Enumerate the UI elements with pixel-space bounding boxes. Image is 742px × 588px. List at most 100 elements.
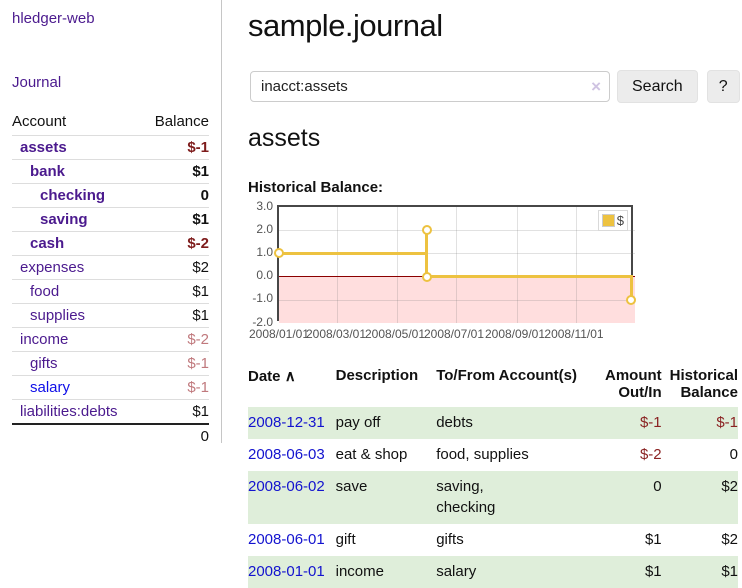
gridline [517, 207, 518, 323]
transaction-description: income [336, 556, 437, 588]
account-link-gifts[interactable]: gifts [30, 355, 58, 372]
account-link-cash[interactable]: cash [30, 235, 64, 252]
sidebar: hledger-web Journal Account Balance asse… [0, 0, 222, 443]
date-column-header[interactable]: Date ∧ [248, 363, 336, 407]
gridline [337, 207, 338, 323]
register-row[interactable]: 2008-06-01 gift gifts $1 $2 [248, 524, 738, 556]
transaction-date-link[interactable]: 2008-06-01 [248, 531, 325, 548]
search-input[interactable] [250, 71, 610, 102]
series-line [427, 275, 632, 278]
transaction-amount: 0 [605, 471, 662, 524]
account-balance: 0 [201, 187, 209, 204]
clear-search-icon[interactable]: × [591, 78, 601, 95]
app-title-link[interactable]: hledger-web [12, 10, 209, 27]
y-tick-label: 2.0 [245, 222, 273, 236]
series-line [425, 229, 428, 278]
main-content: sample.journal × Search ? assets Histori… [248, 0, 742, 582]
register-header-row: Date ∧ Description To/From Account(s) Am… [248, 363, 738, 407]
account-link-saving[interactable]: saving [40, 211, 88, 228]
account-heading: assets [248, 124, 320, 153]
transaction-date-link[interactable]: 2008-01-01 [248, 563, 325, 580]
gridline [397, 207, 398, 323]
account-link-expenses[interactable]: expenses [20, 259, 84, 276]
data-point-marker[interactable] [274, 248, 284, 258]
account-link-checking[interactable]: checking [40, 187, 105, 204]
account-balance: $-1 [187, 355, 209, 372]
transaction-description: gift [336, 524, 437, 556]
gridline [456, 207, 457, 323]
account-link-assets[interactable]: assets [20, 139, 67, 156]
legend-label: $ [617, 213, 624, 228]
transaction-balance: $2 [662, 524, 738, 556]
transaction-balance: $-1 [662, 407, 738, 439]
transaction-accounts: saving, checking [436, 471, 605, 524]
transaction-balance: 0 [662, 439, 738, 471]
transaction-date-link[interactable]: 2008-06-03 [248, 446, 325, 463]
register-table: Date ∧ Description To/From Account(s) Am… [248, 363, 738, 588]
transaction-date-link[interactable]: 2008-06-02 [248, 478, 325, 495]
account-row: bank $1 [12, 159, 209, 183]
account-balance: $1 [192, 283, 209, 300]
account-balance: $1 [192, 307, 209, 324]
transaction-description: pay off [336, 407, 437, 439]
amount-column-header: Amount Out/In [605, 363, 662, 407]
transaction-balance: $2 [662, 471, 738, 524]
legend-swatch [602, 214, 615, 227]
transaction-balance: $1 [662, 556, 738, 588]
gridline [279, 230, 635, 231]
gridline [279, 300, 635, 301]
account-link-bank[interactable]: bank [30, 163, 65, 180]
account-row: expenses $2 [12, 255, 209, 279]
transaction-date-link[interactable]: 2008-12-31 [248, 414, 325, 431]
data-point-marker[interactable] [422, 225, 432, 235]
account-balance: $-2 [187, 331, 209, 348]
accounts-table-header: Account Balance [12, 110, 209, 135]
account-link-liabilities-debts[interactable]: liabilities:debts [20, 403, 118, 420]
account-row: gifts $-1 [12, 351, 209, 375]
register-row[interactable]: 2008-06-02 save saving, checking 0 $2 [248, 471, 738, 524]
transaction-accounts: gifts [436, 524, 605, 556]
account-balance: $-2 [187, 235, 209, 252]
transaction-accounts: salary [436, 556, 605, 588]
y-tick-label: 1.0 [245, 245, 273, 259]
help-button[interactable]: ? [707, 70, 740, 103]
account-row: supplies $1 [12, 303, 209, 327]
x-tick-label: 2008/03/01 [306, 327, 366, 341]
register-row[interactable]: 2008-12-31 pay off debts $-1 $-1 [248, 407, 738, 439]
x-tick-label: 2008/05/01 [365, 327, 425, 341]
account-row: food $1 [12, 279, 209, 303]
description-column-header: Description [336, 363, 437, 407]
sort-ascending-icon: ∧ [285, 368, 296, 385]
account-row: assets $-1 [12, 135, 209, 159]
search-bar: × Search ? [250, 70, 740, 103]
data-point-marker[interactable] [626, 295, 636, 305]
x-tick-label: 2008/07/01 [424, 327, 484, 341]
account-row: cash $-2 [12, 231, 209, 255]
account-row: saving $1 [12, 207, 209, 231]
y-tick-label: 0.0 [245, 268, 273, 282]
account-link-salary[interactable]: salary [30, 379, 70, 396]
account-link-supplies[interactable]: supplies [30, 307, 85, 324]
plot-area: $ [277, 205, 633, 321]
account-balance: $1 [192, 403, 209, 420]
x-tick-label: 2008/11/01 [544, 327, 603, 341]
transaction-accounts: debts [436, 407, 605, 439]
accounts-column-header: To/From Account(s) [436, 363, 605, 407]
transaction-amount: $1 [605, 556, 662, 588]
data-point-marker[interactable] [422, 272, 432, 282]
account-link-income[interactable]: income [20, 331, 68, 348]
sidebar-item-journal[interactable]: Journal [12, 74, 209, 91]
account-balance: $1 [192, 211, 209, 228]
y-tick-label: -1.0 [245, 291, 273, 305]
series-line [279, 252, 428, 255]
account-balance: $1 [192, 163, 209, 180]
x-tick-label: 2008/01/01 [249, 327, 309, 341]
register-row[interactable]: 2008-06-03 eat & shop food, supplies $-2… [248, 439, 738, 471]
register-row[interactable]: 2008-01-01 income salary $1 $1 [248, 556, 738, 588]
account-link-food[interactable]: food [30, 283, 59, 300]
transaction-amount: $-2 [605, 439, 662, 471]
page-title: sample.journal [248, 8, 742, 44]
transaction-amount: $1 [605, 524, 662, 556]
search-button[interactable]: Search [617, 70, 698, 103]
x-tick-label: 2008/09/01 [485, 327, 545, 341]
